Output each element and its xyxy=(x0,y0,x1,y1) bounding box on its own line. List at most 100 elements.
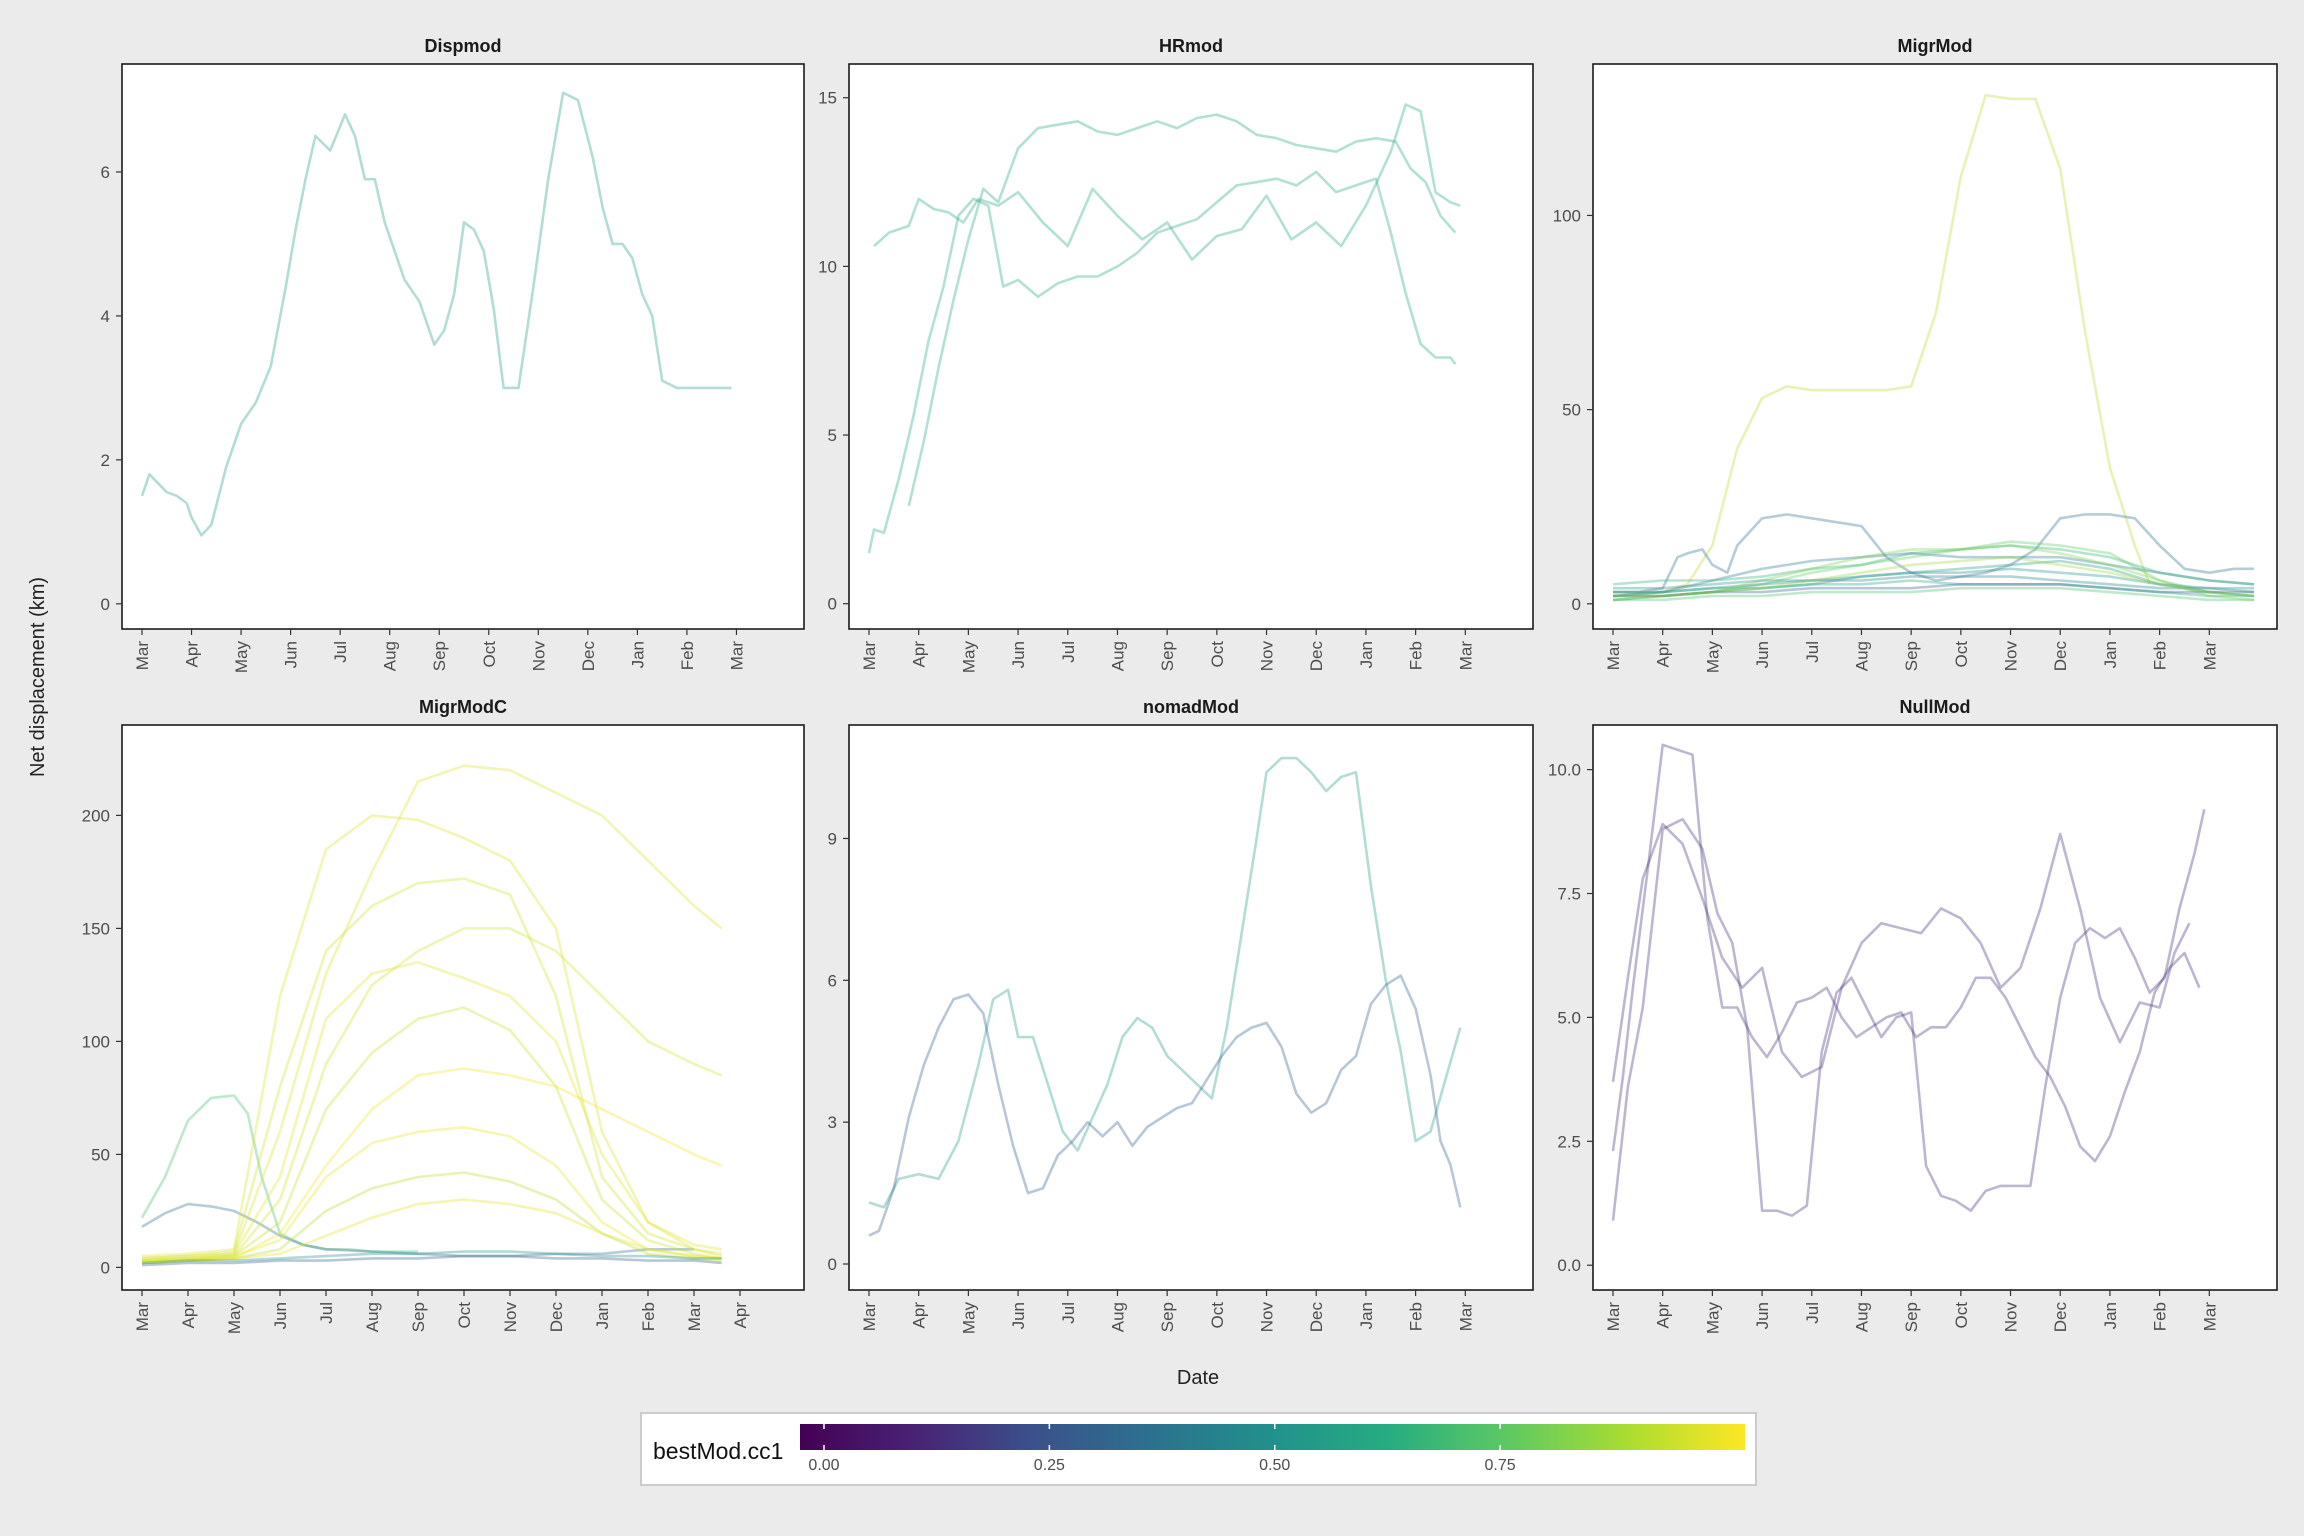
y-tick-label: 2.5 xyxy=(1557,1132,1581,1151)
x-tick-label: Mar xyxy=(727,641,746,671)
x-tick-label: Dec xyxy=(1307,641,1326,672)
y-tick-label: 50 xyxy=(91,1145,110,1164)
x-tick-label: Jan xyxy=(2101,641,2120,668)
x-tick-label: May xyxy=(1703,641,1722,674)
x-tick-label: Dec xyxy=(2051,641,2070,672)
series-line xyxy=(1613,93,2151,594)
series-line xyxy=(140,91,732,537)
x-tick-label: Jul xyxy=(1803,641,1822,663)
series-line xyxy=(1613,540,2255,598)
x-tick-label: Nov xyxy=(1258,1302,1277,1333)
panel-background xyxy=(1592,63,2278,630)
x-tick-label: Mar xyxy=(1604,1302,1623,1332)
facet-panels: Dispmod 0 2 4 6 Mar Apr May Jun Jul Aug Sep Oct Nov De… xyxy=(82,36,2278,1335)
series-line xyxy=(1612,544,2255,586)
panel-title: MigrModC xyxy=(419,697,507,717)
x-tick-label: Sep xyxy=(1158,1302,1177,1332)
x-tick-label: Oct xyxy=(455,1302,474,1329)
x-tick-label: Mar xyxy=(2200,641,2219,671)
x-axis-label: Date xyxy=(1177,1367,1219,1389)
series-group xyxy=(1612,93,2255,602)
x-tick-label: Nov xyxy=(2002,641,2021,672)
x-tick-label: Oct xyxy=(1208,1302,1227,1329)
x-tick-label: Dec xyxy=(547,1302,566,1333)
y-tick-label: 15 xyxy=(818,89,837,108)
x-tick-label: Oct xyxy=(1952,1302,1971,1329)
x-tick-label: Jul xyxy=(317,1302,336,1324)
series-line xyxy=(907,113,1457,507)
x-tick-label: Sep xyxy=(430,641,449,671)
y-tick-label: 100 xyxy=(1553,206,1581,225)
y-tick-label: 0.0 xyxy=(1557,1256,1581,1275)
y-axis-label: Net displacement (km) xyxy=(27,577,49,777)
x-tick-label: Mar xyxy=(133,641,152,671)
x-tick-label: Sep xyxy=(1902,641,1921,671)
y-tick-label: 3 xyxy=(828,1113,837,1132)
series-line xyxy=(141,1126,722,1262)
series-line xyxy=(141,1006,722,1265)
x-tick-label: Apr xyxy=(179,1302,198,1329)
x-tick-label: Apr xyxy=(1654,1302,1673,1329)
x-tick-label: Oct xyxy=(1952,641,1971,668)
x-tick-label: Aug xyxy=(363,1302,382,1332)
x-tick-label: Aug xyxy=(1108,641,1127,671)
x-tick-label: May xyxy=(1703,1302,1722,1335)
series-line xyxy=(1611,822,2191,1082)
x-tick-label: Mar xyxy=(1456,1302,1475,1332)
x-tick-label: Jun xyxy=(1753,641,1772,668)
x-tick-label: May xyxy=(232,641,251,674)
x-tick-label: Sep xyxy=(1902,1302,1921,1332)
series-line xyxy=(142,1198,722,1262)
series-group xyxy=(1611,743,2206,1221)
y-tick-label: 50 xyxy=(1562,401,1581,420)
panel-title: NullMod xyxy=(1900,697,1971,717)
y-tick-label: 9 xyxy=(828,829,837,848)
panel-background xyxy=(848,63,1534,630)
x-tick-label: Jun xyxy=(271,1302,290,1329)
panel-background xyxy=(848,724,1534,1291)
colorbar-ticks: 0.00 0.25 0.50 0.75 xyxy=(808,1424,1516,1474)
x-tick-label: Aug xyxy=(381,641,400,671)
x-tick-label: Jul xyxy=(1059,641,1078,663)
series-line xyxy=(1612,544,2255,602)
y-tick-label: 5 xyxy=(828,426,837,445)
colorbar-tick-label: 0.25 xyxy=(1034,1457,1065,1474)
series-line xyxy=(140,1094,418,1253)
x-tick-label: Nov xyxy=(501,1302,520,1333)
y-tick-label: 0 xyxy=(101,1258,110,1277)
series-line xyxy=(141,927,723,1262)
y-tick-label: 10 xyxy=(818,257,837,276)
y-tick-label: 0 xyxy=(101,595,110,614)
x-tick-label: Jun xyxy=(282,641,301,668)
x-tick-label: Jun xyxy=(1753,1302,1772,1329)
series-line xyxy=(141,1254,722,1267)
x-tick-label: Mar xyxy=(860,1302,879,1332)
panel-title: nomadMod xyxy=(1143,697,1239,717)
panel-title: Dispmod xyxy=(424,36,501,56)
x-tick-label: Sep xyxy=(409,1302,428,1332)
x-tick-label: Apr xyxy=(910,641,929,668)
panel-migrmod: MigrMod 0 50 100 Mar Apr May Jun Jul Aug Sep Oct Nov… xyxy=(1553,36,2278,674)
series-line xyxy=(1612,579,2254,598)
x-tick-label: Nov xyxy=(529,641,548,672)
series-line xyxy=(1611,809,2206,1221)
x-tick-label: Dec xyxy=(1307,1302,1326,1333)
y-tick-label: 6 xyxy=(101,163,110,182)
series-line xyxy=(141,814,722,1258)
series-line xyxy=(867,170,1457,554)
series-line xyxy=(868,974,1462,1237)
x-tick-label: Jan xyxy=(1357,641,1376,668)
x-tick-label: Jan xyxy=(1357,1302,1376,1329)
y-tick-label: 150 xyxy=(82,919,110,938)
colorbar xyxy=(800,1424,1745,1450)
panel-hrmod: HRmod 0 5 10 15 Mar Apr May Jun Jul Aug Sep Oct Nov De… xyxy=(818,36,1534,673)
y-tick-label: 100 xyxy=(82,1032,110,1051)
y-tick-label: 0 xyxy=(828,595,837,614)
x-tick-label: Apr xyxy=(183,641,202,668)
x-tick-label: Nov xyxy=(2002,1302,2021,1333)
y-tick-label: 4 xyxy=(101,307,110,326)
series-line xyxy=(141,1171,722,1265)
series-group xyxy=(868,756,1462,1237)
series-line xyxy=(1613,582,2254,598)
series-line xyxy=(141,1202,694,1258)
